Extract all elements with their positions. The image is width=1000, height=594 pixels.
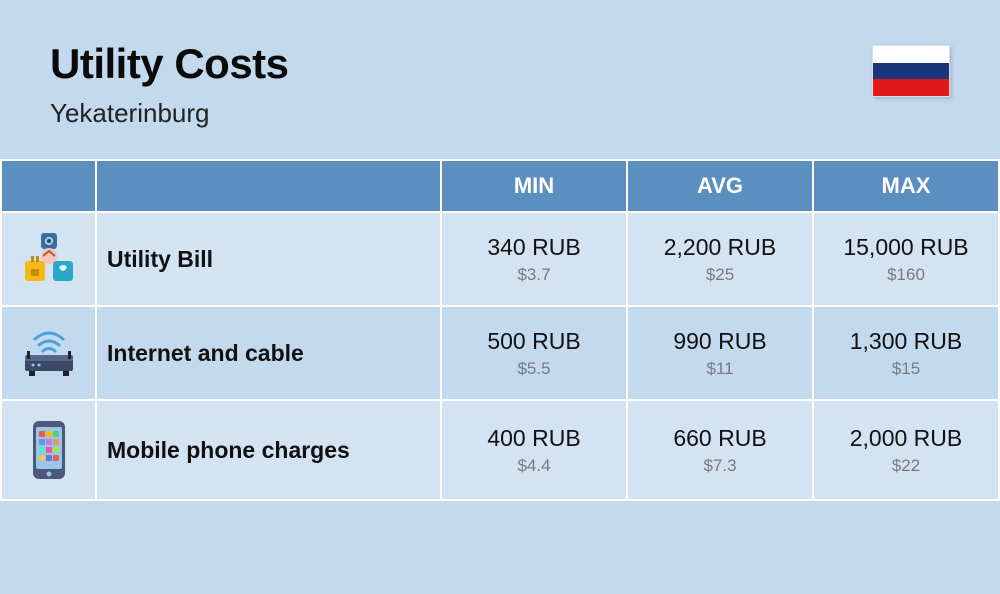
secondary-value: $4.4 <box>442 456 626 476</box>
page-subtitle: Yekaterinburg <box>50 98 289 129</box>
title-block: Utility Costs Yekaterinburg <box>50 40 289 129</box>
cell-avg: 660 RUB $7.3 <box>627 400 813 500</box>
internet-icon <box>1 306 96 400</box>
row-label: Internet and cable <box>96 306 441 400</box>
cell-max: 15,000 RUB $160 <box>813 212 999 306</box>
primary-value: 400 RUB <box>442 425 626 452</box>
costs-table: MIN AVG MAX <box>0 159 1000 501</box>
table-row: Mobile phone charges 400 RUB $4.4 660 RU… <box>1 400 999 500</box>
col-avg: AVG <box>627 160 813 212</box>
cell-avg: 2,200 RUB $25 <box>627 212 813 306</box>
table-row: Internet and cable 500 RUB $5.5 990 RUB … <box>1 306 999 400</box>
row-label: Mobile phone charges <box>96 400 441 500</box>
primary-value: 500 RUB <box>442 328 626 355</box>
secondary-value: $22 <box>814 456 998 476</box>
col-label <box>96 160 441 212</box>
secondary-value: $25 <box>628 265 812 285</box>
cell-avg: 990 RUB $11 <box>627 306 813 400</box>
mobile-icon <box>1 400 96 500</box>
secondary-value: $11 <box>628 359 812 379</box>
page-title: Utility Costs <box>50 40 289 88</box>
flag-russia <box>872 45 950 97</box>
cell-min: 340 RUB $3.7 <box>441 212 627 306</box>
flag-stripe-blue <box>873 63 949 80</box>
col-min: MIN <box>441 160 627 212</box>
secondary-value: $7.3 <box>628 456 812 476</box>
table-row: Utility Bill 340 RUB $3.7 2,200 RUB $25 … <box>1 212 999 306</box>
flag-stripe-red <box>873 79 949 96</box>
secondary-value: $5.5 <box>442 359 626 379</box>
col-max: MAX <box>813 160 999 212</box>
primary-value: 660 RUB <box>628 425 812 452</box>
cell-min: 500 RUB $5.5 <box>441 306 627 400</box>
col-icon <box>1 160 96 212</box>
primary-value: 340 RUB <box>442 234 626 261</box>
secondary-value: $3.7 <box>442 265 626 285</box>
primary-value: 2,000 RUB <box>814 425 998 452</box>
cell-max: 1,300 RUB $15 <box>813 306 999 400</box>
primary-value: 2,200 RUB <box>628 234 812 261</box>
cell-max: 2,000 RUB $22 <box>813 400 999 500</box>
secondary-value: $160 <box>814 265 998 285</box>
primary-value: 15,000 RUB <box>814 234 998 261</box>
table-header-row: MIN AVG MAX <box>1 160 999 212</box>
flag-stripe-white <box>873 46 949 63</box>
cell-min: 400 RUB $4.4 <box>441 400 627 500</box>
utility-icon <box>1 212 96 306</box>
header: Utility Costs Yekaterinburg <box>0 0 1000 159</box>
row-label: Utility Bill <box>96 212 441 306</box>
primary-value: 1,300 RUB <box>814 328 998 355</box>
secondary-value: $15 <box>814 359 998 379</box>
primary-value: 990 RUB <box>628 328 812 355</box>
